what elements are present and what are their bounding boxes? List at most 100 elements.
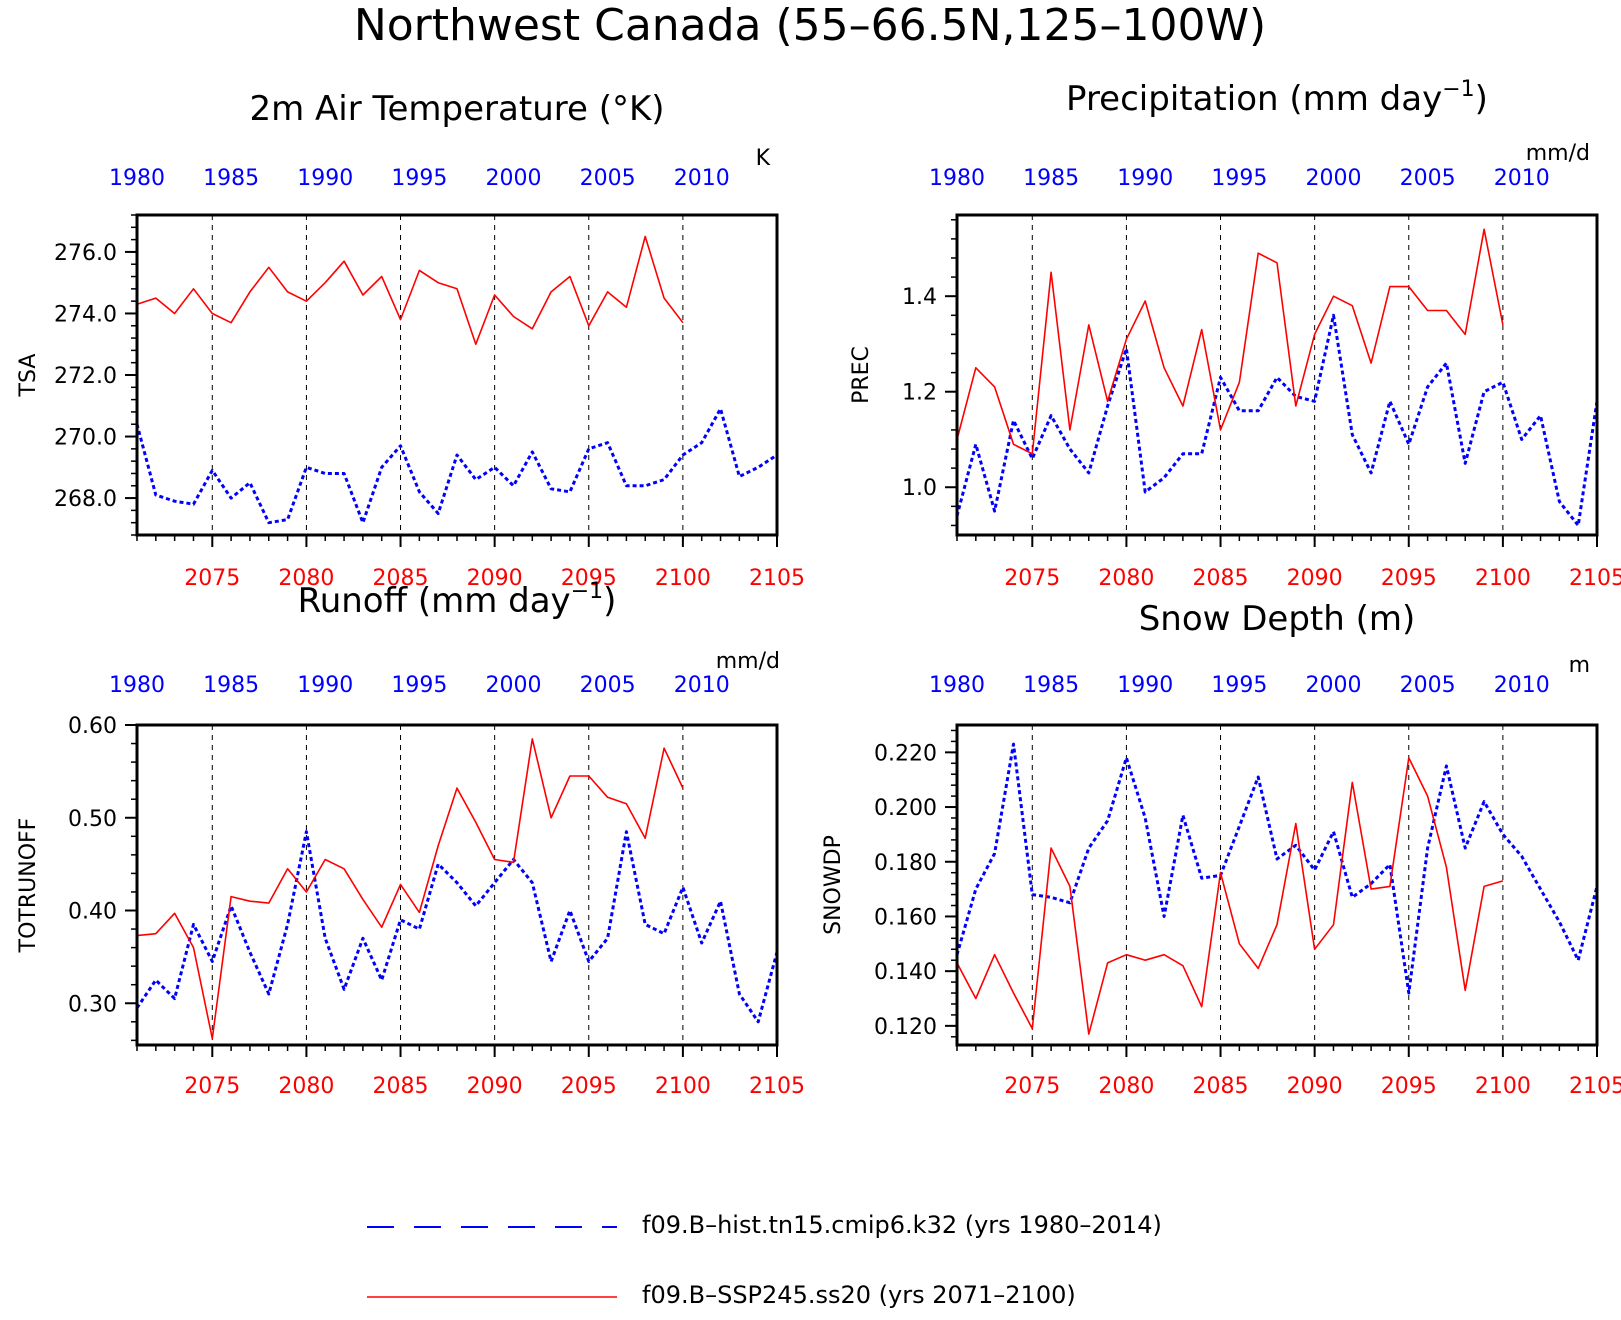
series-ssp-line [956, 756, 1504, 1035]
panel-title: Snow Depth (m) [1139, 599, 1416, 639]
x-tick-label-top: 1995 [1211, 166, 1267, 191]
x-tick-label-top: 1995 [391, 673, 447, 698]
x-tick-label-bottom: 2095 [561, 566, 617, 591]
plot-frame [955, 213, 1599, 537]
x-tick-label-top: 2005 [580, 673, 636, 698]
x-tick-label-top: 2010 [674, 673, 730, 698]
panel-totrunoff: Runoff (mm day−1) mm/d TOTRUNOFF 0.30 0.40 0.… [16, 579, 805, 1099]
y-tick-label: 0.160 [874, 905, 937, 930]
panel-title: Precipitation (mm day−1) [1066, 77, 1488, 119]
y-tick-label: 276.0 [54, 241, 117, 266]
x-tick-label-top: 2005 [1400, 166, 1456, 191]
x-tick-label-bottom: 2085 [1193, 1074, 1249, 1099]
series-ssp-line [136, 235, 684, 346]
x-tick-label-bottom: 2090 [467, 1074, 523, 1099]
x-tick-label-bottom: 2100 [1475, 1074, 1531, 1099]
x-tick-label-bottom: 2100 [655, 1074, 711, 1099]
x-tick-label-top: 1990 [297, 166, 353, 191]
x-tick-label-top: 2010 [1494, 166, 1550, 191]
x-tick-label-bottom: 2085 [373, 566, 429, 591]
y-tick-label: 274.0 [54, 302, 117, 327]
x-tick-label-top: 1990 [1117, 673, 1173, 698]
x-tick-label-bottom: 2105 [1569, 1074, 1621, 1099]
x-tick-label-bottom: 2085 [373, 1074, 429, 1099]
x-tick-label-bottom: 2075 [184, 1074, 240, 1099]
x-tick-label-bottom: 2105 [749, 566, 805, 591]
x-tick-label-top: 1980 [109, 673, 165, 698]
legend-item: f09.B–hist.tn15.cmip6.k32 (yrs 1980–2014… [367, 1211, 1162, 1239]
y-axis-label: SNOWDP [821, 835, 846, 935]
y-tick-label: 1.0 [902, 476, 937, 501]
x-tick-label-top: 2010 [674, 166, 730, 191]
panel-tsa: 2m Air Temperature (°K) K TSA 268.0 270.0 272… [16, 89, 805, 591]
x-tick-label-bottom: 2105 [749, 1074, 805, 1099]
y-tick-label: 0.140 [874, 960, 937, 985]
x-tick-label-top: 2010 [1494, 673, 1550, 698]
x-tick-label-bottom: 2075 [1004, 566, 1060, 591]
x-tick-label-top: 1990 [1117, 166, 1173, 191]
x-tick-label-bottom: 2095 [1381, 566, 1437, 591]
units-label: K [756, 146, 771, 171]
legend-label: f09.B–SSP245.ss20 (yrs 2071–2100) [642, 1281, 1076, 1309]
y-tick-label: 272.0 [54, 364, 117, 389]
y-tick-label: 0.50 [68, 807, 117, 832]
x-tick-label-top: 1990 [297, 673, 353, 698]
x-tick-label-bottom: 2080 [1098, 566, 1154, 591]
x-tick-label-bottom: 2085 [1193, 566, 1249, 591]
y-tick-label: 0.60 [68, 714, 117, 739]
panel-snowdp: Snow Depth (m) m SNOWDP 0.120 0.140 0.160 0.18… [821, 599, 1621, 1099]
x-tick-label-bottom: 2105 [1569, 566, 1621, 591]
series-hist-line [955, 313, 1599, 527]
x-tick-label-bottom: 2090 [1287, 566, 1343, 591]
legend: f09.B–hist.tn15.cmip6.k32 (yrs 1980–2014… [367, 1211, 1162, 1309]
x-tick-label-top: 2005 [580, 166, 636, 191]
x-tick-label-bottom: 2080 [278, 1074, 334, 1099]
x-tick-label-top: 1995 [1211, 673, 1267, 698]
y-tick-label: 1.2 [902, 381, 937, 406]
x-tick-label-top: 2005 [1400, 673, 1456, 698]
x-tick-label-bottom: 2100 [1475, 566, 1531, 591]
y-tick-label: 0.40 [68, 900, 117, 925]
series-hist-line [135, 407, 778, 525]
y-tick-label: 0.180 [874, 851, 937, 876]
series-hist-line [955, 742, 1599, 995]
y-tick-label: 268.0 [54, 487, 117, 512]
x-tick-label-bottom: 2080 [1098, 1074, 1154, 1099]
x-tick-label-top: 1995 [391, 166, 447, 191]
panel-prec: Precipitation (mm day−1) mm/d PREC 1.0 1.2 1.… [849, 77, 1621, 591]
x-tick-label-top: 2000 [1305, 166, 1361, 191]
plot-frame [135, 723, 779, 1047]
y-tick-label: 1.4 [902, 285, 937, 310]
units-label: m [1569, 653, 1590, 678]
x-tick-label-top: 1980 [109, 166, 165, 191]
x-tick-label-top: 1985 [1023, 166, 1079, 191]
legend-label: f09.B–hist.tn15.cmip6.k32 (yrs 1980–2014… [642, 1211, 1162, 1239]
y-axis-label: TOTRUNOFF [16, 818, 41, 954]
y-tick-label: 0.220 [874, 741, 937, 766]
y-axis-label: TSA [16, 354, 41, 398]
units-label: mm/d [1526, 141, 1590, 166]
y-tick-label: 270.0 [54, 426, 117, 451]
x-tick-label-top: 2000 [485, 673, 541, 698]
x-tick-label-bottom: 2075 [184, 566, 240, 591]
x-tick-label-bottom: 2090 [1287, 1074, 1343, 1099]
y-tick-label: 0.120 [874, 1015, 937, 1040]
x-tick-label-top: 1980 [929, 166, 985, 191]
x-tick-label-bottom: 2075 [1004, 1074, 1060, 1099]
x-tick-label-top: 1980 [929, 673, 985, 698]
panel-title: 2m Air Temperature (°K) [249, 89, 664, 129]
x-tick-label-top: 1985 [1023, 673, 1079, 698]
series-ssp-line [136, 738, 684, 1040]
figure-title: Northwest Canada (55–66.5N,125–100W) [354, 0, 1266, 51]
series-hist-line [135, 830, 779, 1024]
x-tick-label-top: 2000 [1305, 673, 1361, 698]
x-tick-label-top: 1985 [203, 166, 259, 191]
x-tick-label-top: 1985 [203, 673, 259, 698]
series-ssp-line [956, 228, 1504, 455]
x-tick-label-top: 2000 [485, 166, 541, 191]
x-tick-label-bottom: 2095 [561, 1074, 617, 1099]
plot-frame [955, 723, 1599, 1047]
y-tick-label: 0.30 [68, 992, 117, 1017]
x-tick-label-bottom: 2080 [278, 566, 334, 591]
